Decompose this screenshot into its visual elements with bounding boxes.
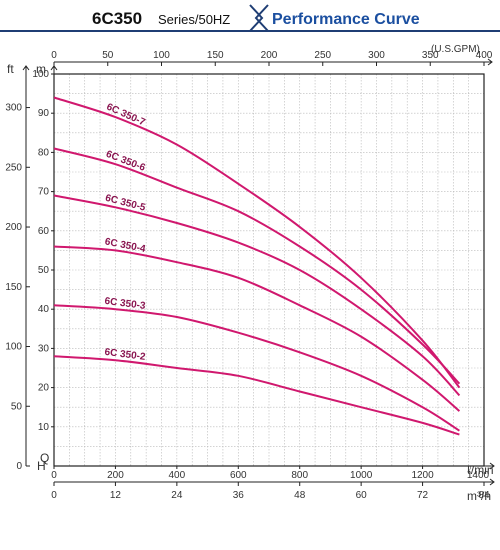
m3h-tick-label: 60 [356,490,368,501]
feet-unit-label: ft [7,62,14,76]
feet-tick-label: 250 [5,162,22,173]
gpm-tick-label: 300 [368,50,385,61]
curve-6c-350-5 [53,194,461,397]
gpm-unit-label: (U.S.GPM) [431,44,480,55]
feet-tick-label: 300 [5,103,22,114]
curve-6c-350-6 [53,147,461,385]
gpm-tick-label: 400 [476,50,493,61]
model-name: 6C350 [92,9,142,28]
meter-tick-label: 100 [32,69,49,80]
curve-6c-350-2 [53,355,460,436]
gpm-tick-label: 100 [153,50,170,61]
m3h-tick-label: 36 [233,490,245,501]
gpm-tick-label: 50 [102,50,114,61]
m3h-unit-label: m³/h [467,489,491,503]
meter-tick-label: 20 [38,383,50,394]
lpm-tick-label: 0 [51,470,57,481]
lpm-unit-label: ℓ/min [467,463,494,477]
curve-6c-350-7 [53,96,461,389]
feet-tick-label: 0 [16,461,22,472]
curve-6c-350-3 [53,304,460,432]
meter-tick-label: 30 [38,343,50,354]
gpm-tick-label: 350 [422,50,439,61]
lpm-tick-label: 200 [107,470,124,481]
gpm-tick-label: 200 [261,50,278,61]
meter-tick-label: 50 [38,265,50,276]
m3h-tick-label: 24 [171,490,183,501]
curve-6c-350-4 [53,245,461,412]
m3h-tick-label: 72 [417,490,429,501]
performance-chart: 6C 350-76C 350-66C 350-56C 350-46C 350-3… [5,44,495,503]
chart-title: Performance Curve [272,11,420,28]
lpm-tick-label: 1000 [350,470,373,481]
flow-axis-letter: Q [40,451,49,465]
curve-label: 6C 350-3 [104,296,147,312]
gpm-tick-label: 0 [51,50,57,61]
gpm-tick-label: 250 [314,50,331,61]
curve-labels: 6C 350-76C 350-66C 350-56C 350-46C 350-3… [104,102,147,363]
feet-axis-arrow [22,65,30,74]
lpm-axis-arrow [484,462,495,470]
m3h-tick-label: 48 [294,490,306,501]
meter-axis-arrow [50,65,58,74]
chart-header: 6C350 Series/50HZ Performance Curve [0,4,500,32]
chart-grid [53,73,485,467]
series-frequency: Series/50HZ [158,12,230,27]
feet-tick-label: 200 [5,222,22,233]
gpm-axis-arrow [484,58,493,66]
head-axis-letter: H [37,459,46,473]
lpm-tick-label: 1200 [411,470,434,481]
feet-tick-label: 50 [11,401,23,412]
meter-tick-label: 10 [38,422,50,433]
meter-unit-label: m [36,62,46,76]
m3h-axis-arrow [484,478,495,486]
meter-tick-label: 90 [38,108,50,119]
meter-tick-label: 40 [38,304,50,315]
m3h-tick-label: 12 [110,490,122,501]
curve-label: 6C 350-2 [104,347,147,363]
lpm-tick-label: 800 [291,470,308,481]
feet-tick-label: 150 [5,282,22,293]
curve-label: 6C 350-6 [104,149,147,174]
m3h-tick-label: 0 [51,490,57,501]
m3h-tick-label: 84 [478,490,490,501]
gpm-tick-label: 150 [207,50,224,61]
chart-axes [22,58,495,486]
meter-tick-label: 60 [38,226,50,237]
meter-tick-label: 80 [38,147,50,158]
meter-tick-label: 70 [38,187,50,198]
lpm-tick-label: 1400 [467,470,490,481]
curves-group [53,96,461,436]
header-chevron-left [249,4,264,32]
feet-tick-label: 100 [5,342,22,353]
header-chevron-right [254,4,269,32]
lpm-tick-label: 600 [230,470,247,481]
lpm-tick-label: 400 [169,470,186,481]
